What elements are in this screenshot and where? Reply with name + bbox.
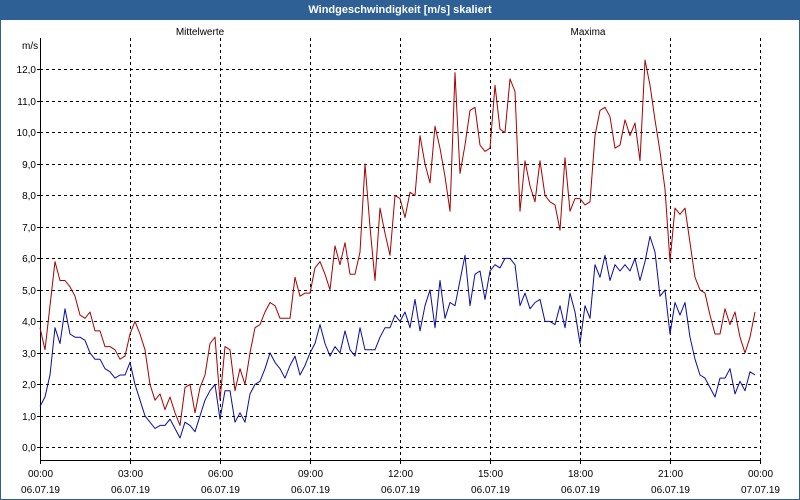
y-tick-label: 11,0	[17, 97, 36, 108]
series-line-mittelwerte	[39, 235, 756, 439]
y-tick-label: 6,0	[22, 254, 36, 265]
x-tick-label-time: 21:00	[658, 469, 683, 480]
y-tick-label: 9,0	[22, 160, 36, 171]
x-tick-label-date: 06.07.19	[651, 485, 690, 496]
y-tick-label: 7,0	[22, 223, 36, 234]
x-tick-label-date: 06.07.19	[111, 485, 150, 496]
x-tick-label-date: 06.07.19	[471, 485, 510, 496]
y-tick-label: 3,0	[22, 349, 36, 360]
x-tick-label-time: 15:00	[478, 469, 503, 480]
x-tick-label-date: 07.07.19	[741, 485, 780, 496]
x-tick-label-time: 18:00	[568, 469, 593, 480]
x-tick-label-date: 06.07.19	[381, 485, 420, 496]
y-tick-label: 5,0	[22, 286, 36, 297]
x-tick-label-date: 06.07.19	[21, 485, 60, 496]
y-tick-label: 2,0	[22, 380, 36, 391]
legend-label-maxima: Maxima	[570, 27, 605, 38]
x-tick-label-time: 03:00	[118, 469, 143, 480]
x-tick-label-date: 06.07.19	[561, 485, 600, 496]
x-tick-label-time: 12:00	[388, 469, 413, 480]
gridlines	[40, 38, 761, 460]
chart-title: Windgeschwindigkeit [m/s] skaliert	[308, 4, 492, 16]
x-tick-label-time: 00:00	[28, 469, 53, 480]
legend-label-mittelwerte: Mittelwerte	[176, 27, 225, 38]
chart-title-bar: Windgeschwindigkeit [m/s] skaliert	[0, 0, 800, 20]
y-axis-label: m/s	[22, 41, 38, 52]
x-tick-label-time: 00:00	[748, 469, 773, 480]
axis-ticks: 0,0 1,0 2,0 3,0 4,0 5,0 6,0 7,0 8,0 9,0 10,0 11,0 12…	[17, 65, 781, 496]
y-tick-label: 4,0	[22, 317, 36, 328]
y-tick-label: 8,0	[22, 191, 36, 202]
x-tick-label-time: 09:00	[298, 469, 323, 480]
y-tick-label: 0,0	[22, 443, 36, 454]
y-tick-label: 1,0	[22, 412, 36, 423]
y-tick-label: 12,0	[17, 65, 37, 76]
x-tick-label-date: 06.07.19	[201, 485, 240, 496]
y-tick-label: 10,0	[17, 128, 37, 139]
series-line-maxima	[39, 59, 756, 426]
x-tick-label-date: 06.07.19	[291, 485, 330, 496]
x-tick-label-time: 06:00	[208, 469, 233, 480]
